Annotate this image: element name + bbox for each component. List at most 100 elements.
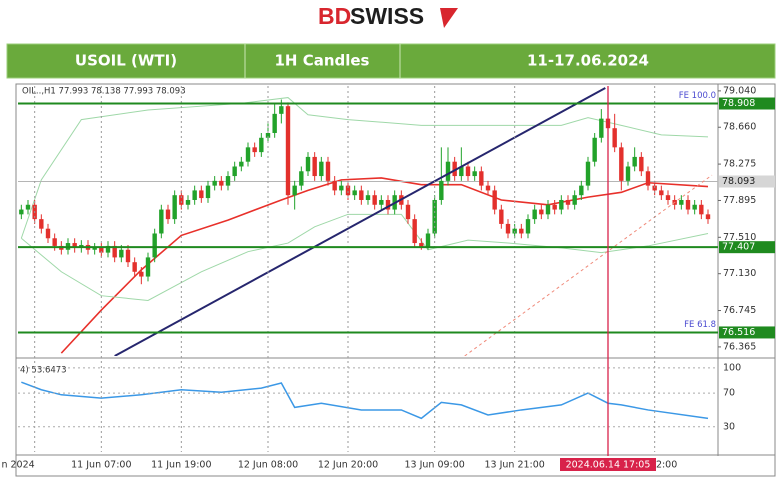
- x-tick-label: 11 Jun 19:00: [151, 460, 211, 471]
- logo-icon: [440, 8, 458, 28]
- candle-body: [619, 147, 624, 181]
- candle-body: [532, 209, 537, 220]
- candle-body: [545, 204, 551, 215]
- rsi-tick-label: 30: [723, 421, 735, 432]
- candle-body: [625, 166, 631, 181]
- x-tick-label: 12 Jun 20:00: [318, 460, 378, 471]
- last-price-bg: [719, 175, 775, 188]
- candle-body: [185, 199, 191, 205]
- candle-body: [585, 161, 591, 186]
- candle-body: [659, 190, 664, 196]
- candle-body: [219, 180, 224, 186]
- candle-body: [479, 171, 484, 186]
- x-tick-label: 11 Jun 07:00: [71, 460, 131, 471]
- candle-body: [285, 106, 291, 196]
- candle-body: [165, 209, 171, 220]
- candle-body: [125, 249, 131, 263]
- candle-body: [152, 233, 157, 258]
- candle-body: [445, 161, 451, 181]
- candle-body: [699, 204, 704, 215]
- candle-body: [419, 243, 424, 248]
- candle-body: [199, 190, 204, 199]
- candle-body: [72, 243, 77, 248]
- rsi-tick-label: 70: [723, 388, 735, 399]
- candle-body: [299, 171, 304, 186]
- candle-body: [265, 132, 271, 138]
- candle-body: [379, 199, 384, 205]
- header-bg: [6, 43, 776, 79]
- candle-body: [459, 166, 464, 177]
- candle-body: [692, 204, 697, 210]
- y-tick-label: 77.510: [723, 232, 756, 243]
- header-cell: USOIL (WTI): [75, 52, 177, 70]
- candle-body: [499, 209, 504, 224]
- candle-body: [372, 195, 377, 205]
- level-label-bg: [719, 326, 775, 339]
- candle-body: [92, 247, 97, 250]
- candle-body: [345, 185, 351, 196]
- candle-body: [425, 233, 431, 248]
- candle-body: [632, 156, 637, 167]
- indicator-line: [20, 97, 709, 239]
- candle-body: [599, 118, 604, 138]
- header-cell: 1H Candles: [274, 52, 369, 70]
- candle-body: [332, 180, 337, 191]
- candle-body: [239, 161, 244, 167]
- y-tick-label: 78.660: [723, 122, 756, 133]
- candle-body: [592, 137, 597, 162]
- x-tick-label: 13 Jun 21:00: [484, 460, 544, 471]
- candle-body: [52, 238, 57, 246]
- candle-body: [465, 166, 471, 177]
- y-tick-label: 77.895: [723, 195, 756, 206]
- level-label: 78.908: [722, 98, 755, 109]
- candle-body: [705, 214, 711, 220]
- candle-body: [365, 195, 371, 200]
- candle-body: [552, 204, 557, 210]
- candle-body: [525, 219, 531, 234]
- level-label-bg: [719, 241, 775, 254]
- candle-body: [505, 223, 511, 234]
- candle-body: [612, 128, 617, 148]
- candle-body: [99, 247, 104, 253]
- candle-body: [19, 209, 24, 215]
- level-label: 76.516: [722, 327, 755, 338]
- candle-body: [139, 271, 144, 277]
- candle-body: [112, 245, 117, 258]
- candle-body: [159, 209, 164, 234]
- candle-body: [212, 180, 217, 186]
- candle-body: [119, 249, 124, 258]
- candle-body: [485, 185, 491, 191]
- candle-body: [565, 199, 571, 205]
- candle-body: [252, 147, 257, 153]
- symbol-info: OIL..,H1 77.993 78.138 77.993 78.093: [22, 87, 186, 97]
- chart-frame: [15, 83, 776, 477]
- candle-body: [539, 209, 544, 215]
- candle-body: [385, 199, 391, 210]
- candle-body: [132, 262, 137, 272]
- candle-body: [225, 176, 231, 186]
- candle-body: [245, 147, 251, 162]
- candle-body: [205, 185, 211, 199]
- candle-body: [45, 228, 51, 239]
- candle-body: [232, 166, 237, 177]
- candle-body: [452, 161, 457, 177]
- brand-a: BD: [318, 3, 351, 29]
- candle-body: [405, 204, 411, 220]
- level-label-bg: [719, 97, 775, 110]
- indicator-line: [21, 213, 709, 301]
- candle-body: [279, 106, 284, 114]
- level-label: 77.407: [722, 242, 755, 253]
- rsi-panel: [21, 381, 709, 420]
- candle-body: [339, 185, 344, 191]
- candle-body: [305, 156, 311, 172]
- rsi-tick-label: 100: [723, 362, 741, 373]
- candle-body: [579, 185, 584, 196]
- candle-body: [492, 190, 497, 210]
- candle-body: [259, 137, 264, 153]
- candle-body: [292, 185, 297, 196]
- rsi-label: 4) 53.6473: [20, 366, 67, 376]
- candle-body: [272, 113, 277, 133]
